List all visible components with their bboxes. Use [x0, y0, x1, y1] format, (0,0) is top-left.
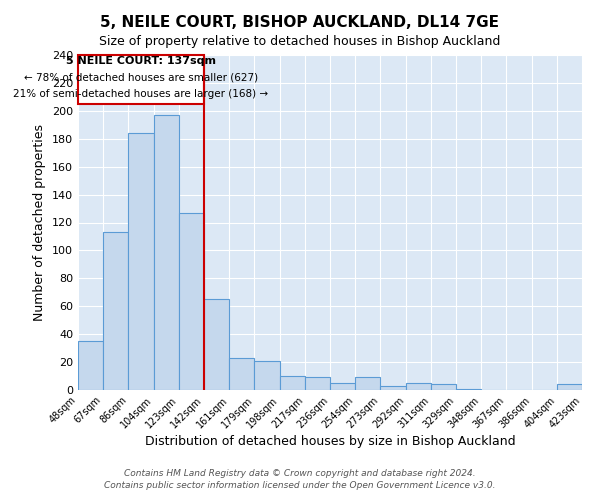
Text: 5 NEILE COURT: 137sqm: 5 NEILE COURT: 137sqm	[66, 56, 216, 66]
Bar	[406, 383, 431, 390]
Y-axis label: Number of detached properties: Number of detached properties	[34, 124, 46, 321]
Bar	[380, 386, 406, 390]
Bar	[456, 388, 481, 390]
Bar	[103, 232, 128, 390]
Bar	[128, 133, 154, 390]
Bar	[431, 384, 456, 390]
Bar	[254, 360, 280, 390]
Bar	[179, 212, 204, 390]
Bar	[305, 378, 330, 390]
Bar	[330, 383, 355, 390]
Text: Size of property relative to detached houses in Bishop Auckland: Size of property relative to detached ho…	[100, 35, 500, 48]
Bar	[204, 300, 229, 390]
X-axis label: Distribution of detached houses by size in Bishop Auckland: Distribution of detached houses by size …	[145, 436, 515, 448]
Bar	[557, 384, 582, 390]
Bar	[78, 341, 103, 390]
Text: ← 78% of detached houses are smaller (627): ← 78% of detached houses are smaller (62…	[24, 72, 258, 83]
Text: 21% of semi-detached houses are larger (168) →: 21% of semi-detached houses are larger (…	[13, 89, 269, 99]
Bar	[280, 376, 305, 390]
Text: Contains HM Land Registry data © Crown copyright and database right 2024.
Contai: Contains HM Land Registry data © Crown c…	[104, 468, 496, 490]
Bar	[154, 115, 179, 390]
FancyBboxPatch shape	[78, 55, 204, 104]
Bar	[355, 378, 380, 390]
Bar	[229, 358, 254, 390]
Text: 5, NEILE COURT, BISHOP AUCKLAND, DL14 7GE: 5, NEILE COURT, BISHOP AUCKLAND, DL14 7G…	[101, 15, 499, 30]
